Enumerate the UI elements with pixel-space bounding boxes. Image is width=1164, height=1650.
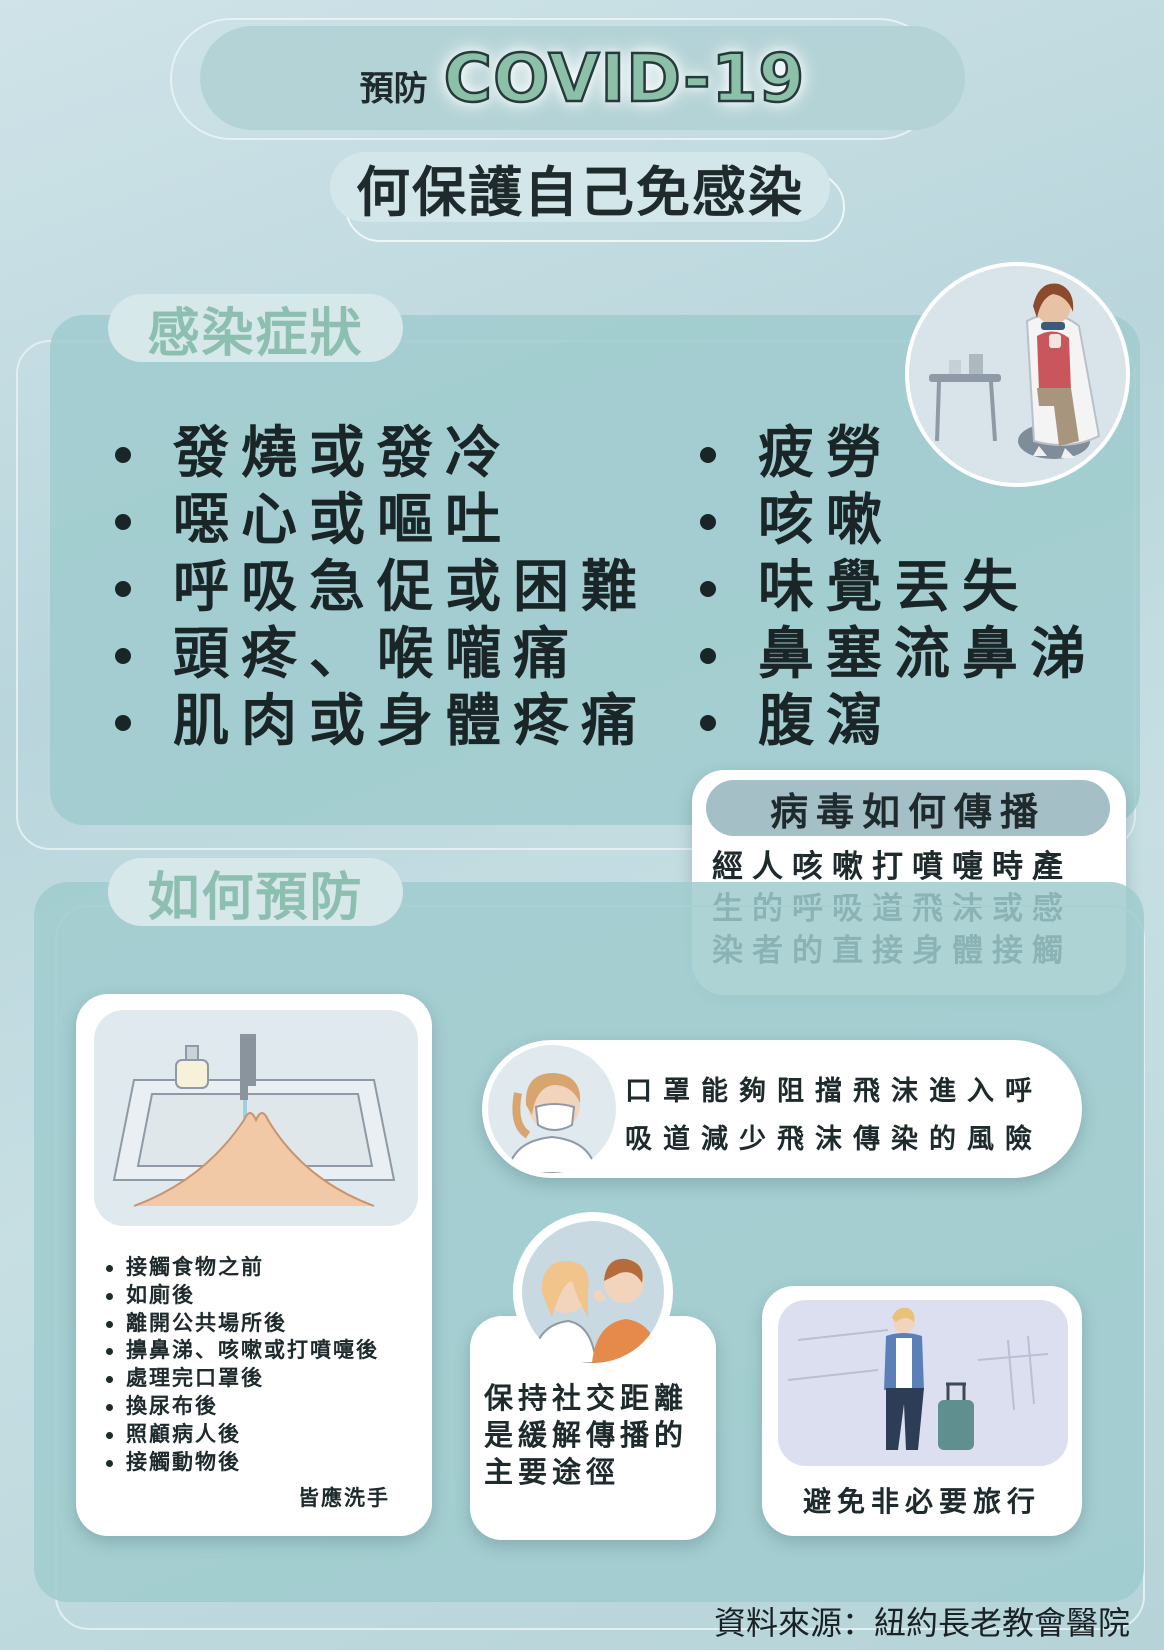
handwash-list: 接觸食物之前 如廁後 離開公共場所後 擤鼻涕、咳嗽或打噴嚏後 處理完口罩後 換尿… (106, 1254, 379, 1476)
symptom-item: 發燒或發冷 (115, 420, 649, 487)
symptom-item: 味覺丟失 (700, 554, 1098, 621)
mask-line: 吸道減少飛沫傳染的風險 (625, 1124, 1043, 1155)
symptom-item: 鼻塞流鼻涕 (700, 621, 1098, 688)
handwash-note: 皆應洗手 (298, 1486, 390, 1510)
distance-text: 保持社交距離 是緩解傳播的 主要途徑 (484, 1380, 688, 1491)
mask-line: 口罩能夠阻擋飛沫進入呼 (625, 1076, 1043, 1107)
handwash-item: 換尿布後 (106, 1393, 379, 1421)
symptoms-list-right: 疲勞 咳嗽 味覺丟失 鼻塞流鼻涕 腹瀉 (700, 420, 1098, 755)
source-credit: 資料來源：紐約長老教會醫院 (714, 1604, 1131, 1642)
travel-text: 避免非必要旅行 (802, 1485, 1041, 1518)
symptoms-heading: 感染症狀 (108, 294, 403, 364)
prevention-heading: 如何預防 (108, 858, 403, 928)
mask-person-illustration (488, 1045, 616, 1173)
symptoms-list-left: 發燒或發冷 噁心或嘔吐 呼吸急促或困難 頭疼、喉嚨痛 肌肉或身體疼痛 (115, 420, 649, 755)
title-banner: 預防 COVID-19 (200, 26, 965, 130)
distance-line: 主要途徑 (484, 1455, 621, 1489)
distance-line: 是緩解傳播的 (484, 1418, 689, 1452)
title-prefix: 預防 (359, 68, 428, 109)
handwash-item: 接觸食物之前 (106, 1254, 379, 1282)
subtitle: 何保護自己免感染 (330, 152, 830, 224)
symptom-item: 呼吸急促或困難 (115, 554, 649, 621)
symptom-item: 肌肉或身體疼痛 (115, 688, 649, 755)
symptom-item: 咳嗽 (700, 487, 1098, 554)
handwash-item: 處理完口罩後 (106, 1365, 379, 1393)
mask-text: 口罩能夠阻擋飛沫進入呼 吸道減少飛沫傳染的風險 (625, 1068, 1043, 1164)
transmission-line: 經人咳嗽打噴嚏時產 (712, 849, 1072, 885)
transmission-heading: 病毒如何傳播 (706, 780, 1110, 836)
handwash-item: 如廁後 (106, 1282, 379, 1310)
distance-line: 保持社交距離 (484, 1381, 689, 1415)
traveler-illustration (778, 1300, 1068, 1466)
symptom-item: 頭疼、喉嚨痛 (115, 621, 649, 688)
handwash-illustration (94, 1010, 418, 1226)
handwash-item: 接觸動物後 (106, 1449, 379, 1477)
title-main: COVID-19 (442, 38, 806, 118)
symptom-item: 疲勞 (700, 420, 1098, 487)
sick-person-illustration (905, 262, 1130, 487)
handwash-item: 照顧病人後 (106, 1421, 379, 1449)
symptom-item: 腹瀉 (700, 688, 1098, 755)
handwash-item: 擤鼻涕、咳嗽或打噴嚏後 (106, 1337, 379, 1365)
symptom-item: 噁心或嘔吐 (115, 487, 649, 554)
whispering-people-illustration (522, 1221, 664, 1363)
handwash-item: 離開公共場所後 (106, 1310, 379, 1338)
